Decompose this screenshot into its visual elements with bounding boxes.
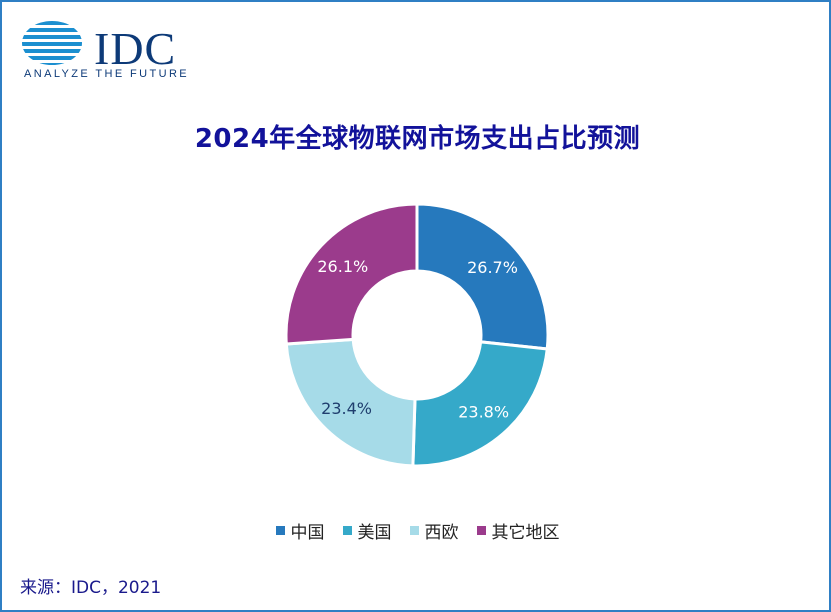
source-note: 来源：IDC，2021 — [20, 578, 162, 598]
legend-item-3: 其它地区 — [476, 518, 560, 543]
legend-swatch — [275, 526, 285, 535]
legend-item-0: 中国 — [275, 518, 325, 543]
slice-label-3: 26.1% — [317, 257, 368, 276]
donut-slice-3 — [284, 202, 419, 346]
logo-wordmark: IDC — [94, 23, 177, 74]
globe-icon — [22, 21, 82, 65]
chart-title: 2024年全球物联网市场支出占比预测 — [194, 124, 641, 154]
legend-label: 其它地区 — [491, 523, 560, 543]
donut-slice-2 — [284, 337, 417, 468]
slice-label-1: 23.8% — [458, 403, 509, 422]
legend-item-1: 美国 — [342, 518, 392, 543]
donut-slice-0 — [415, 202, 550, 351]
legend-swatch — [476, 526, 486, 535]
slice-label-2: 23.4% — [321, 399, 372, 418]
slice-label-0: 26.7% — [467, 258, 518, 277]
legend-label: 西欧 — [424, 523, 459, 543]
logo-tagline: ANALYZE THE FUTURE — [24, 68, 190, 80]
idc-logo: IDC ANALYZE THE FUTURE — [22, 18, 202, 88]
legend-item-2: 西欧 — [409, 518, 459, 543]
donut-slice-1 — [411, 340, 549, 468]
legend-label: 中国 — [290, 523, 325, 543]
legend-swatch — [409, 526, 419, 535]
legend-swatch — [342, 526, 352, 535]
chart-legend: 中国 美国 西欧 其它地区 — [2, 518, 831, 543]
legend-label: 美国 — [357, 523, 392, 543]
